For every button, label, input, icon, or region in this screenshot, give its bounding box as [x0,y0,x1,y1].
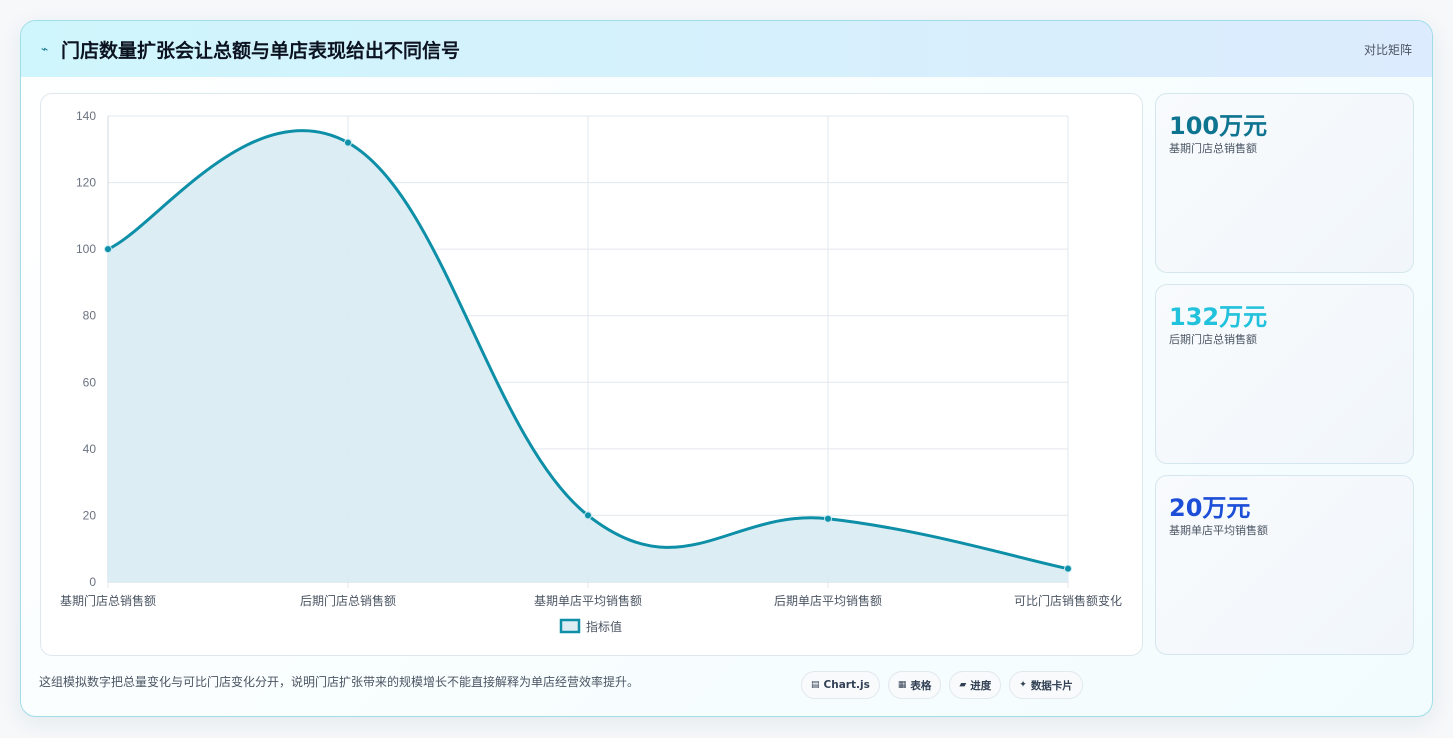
stat-card-base-avg: 20万元 基期单店平均销售额 [1155,475,1414,655]
y-tick-label: 100 [76,242,96,256]
y-tick-label: 60 [83,375,97,389]
pill-progress[interactable]: ▰ 进度 [949,671,1002,699]
pill-label: 数据卡片 [1030,679,1073,692]
y-tick-label: 0 [89,575,96,589]
data-point [1064,564,1072,573]
y-tick-label: 140 [76,109,96,123]
x-tick-label: 可比门店销售额变化 [1014,593,1122,608]
stat-card-later-total: 132万元 后期门店总销售额 [1155,284,1414,464]
panel-header: ⌁ 门店数量扩张会让总额与单店表现给出不同信号 对比矩阵 [21,21,1432,77]
data-point [104,245,112,254]
x-tick-label: 后期单店平均销售额 [774,593,882,608]
trend-icon: ⌁ [41,42,49,56]
legend-label: 指标值 [586,619,622,634]
comparison-panel: ⌁ 门店数量扩张会让总额与单店表现给出不同信号 对比矩阵 0 20 40 60 80 10… [20,20,1433,717]
stat-label: 基期单店平均销售额 [1169,524,1268,537]
stat-value: 100万元 [1169,112,1268,140]
y-tick-label: 120 [76,176,96,190]
pill-label: 表格 [910,679,932,692]
page-title: 门店数量扩张会让总额与单店表现给出不同信号 [61,40,461,62]
data-point [824,514,832,523]
stat-value: 20万元 [1169,494,1251,522]
y-tick-label: 20 [83,508,97,522]
comparison-matrix-label[interactable]: 对比矩阵 [1363,43,1412,57]
series-line [107,129,1069,571]
x-tick-label: 基期门店总销售额 [60,593,156,608]
area-chart: 0 20 40 60 80 100 120 140 基期门店总销售额 后期门店总销售额 基期单店平均… [60,109,1122,634]
data-point [584,511,592,520]
stat-value: 132万元 [1169,303,1268,331]
sparkle-icon: ✦ [1019,680,1027,690]
x-tick-label: 后期门店总销售额 [300,593,396,608]
series-area [108,130,1068,582]
y-tick-label: 40 [83,442,97,456]
stat-label: 后期门店总销售额 [1169,333,1257,346]
pill-chartjs[interactable]: ▤ Chart.js [801,671,880,699]
legend-swatch [559,618,581,634]
pill-table[interactable]: ▦ 表格 [887,671,942,699]
progress-icon: ▰ [959,680,967,690]
footnote: 这组模拟数字把总量变化与可比门店变化分开，说明门店扩张带来的规模增长不能直接解释… [39,675,640,689]
pill-data-cards[interactable]: ✦ 数据卡片 [1009,671,1083,699]
data-point [344,138,352,147]
y-tick-label: 80 [83,309,97,323]
chart-icon: ▤ [811,680,820,690]
pill-label: 进度 [970,679,992,692]
chart-card: 0 20 40 60 80 100 120 140 基期门店总销售额 后期门店总销售额 基期单店平均… [40,93,1143,656]
pill-label: Chart.js [823,679,870,691]
stat-label: 基期门店总销售额 [1169,142,1257,155]
x-tick-label: 基期单店平均销售额 [534,593,642,608]
table-icon: ▦ [897,680,907,690]
stat-card-base-total: 100万元 基期门店总销售额 [1155,93,1414,273]
view-switcher: ▤ Chart.js ▦ 表格 ▰ 进度 ✦ 数据卡片 [801,671,1083,699]
